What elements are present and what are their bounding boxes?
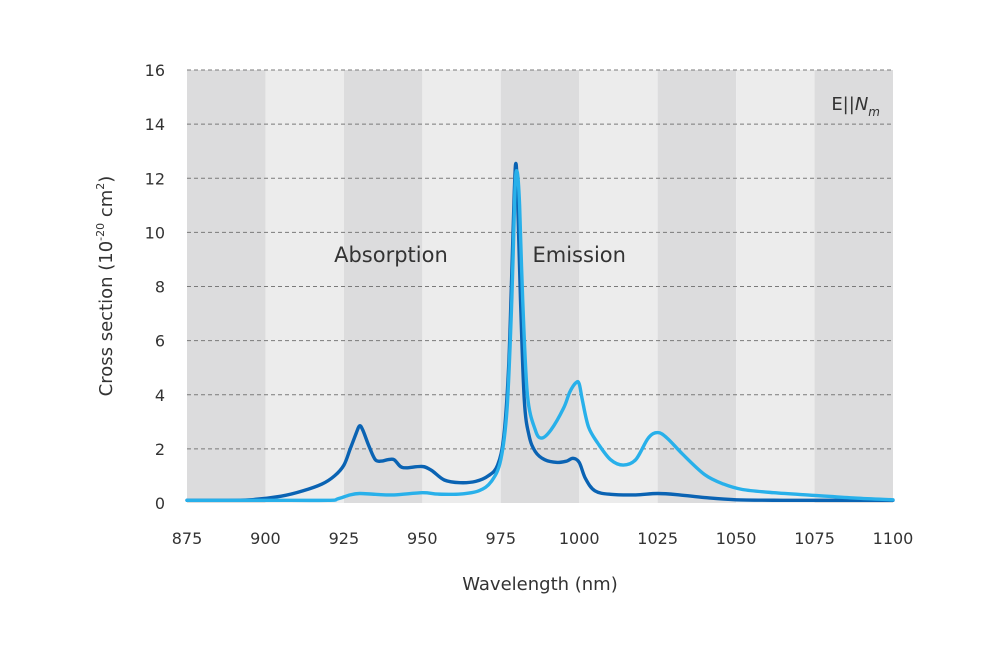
y-axis-title: Cross section (10-20 cm2) bbox=[94, 176, 117, 397]
x-tick-label: 1075 bbox=[794, 529, 835, 548]
y-axis-title-prefix: Cross section (10 bbox=[96, 241, 117, 397]
grid-lines bbox=[187, 69, 893, 450]
x-tick-label: 1100 bbox=[873, 529, 914, 548]
series-label-emission: Emission bbox=[533, 243, 626, 267]
y-tick-label: 16 bbox=[145, 61, 165, 80]
background-band bbox=[265, 70, 344, 503]
y-tick-label: 12 bbox=[145, 169, 165, 188]
series-layer bbox=[185, 161, 895, 503]
y-tick-label: 10 bbox=[145, 223, 165, 242]
x-tick-label: 900 bbox=[250, 529, 281, 548]
y-axis-title-suffix: ) bbox=[96, 176, 117, 183]
y-axis-title-exponent: -20 bbox=[94, 223, 107, 241]
x-tick-label: 925 bbox=[329, 529, 360, 548]
x-tick-label: 950 bbox=[407, 529, 438, 548]
y-axis-ticks: 0 2 4 6 8 10 12 14 16 bbox=[145, 61, 165, 513]
y-axis-title-middle: cm bbox=[96, 190, 117, 223]
x-axis-title: Wavelength (nm) bbox=[462, 574, 618, 595]
y-tick-label: 4 bbox=[155, 386, 165, 405]
y-tick-label: 8 bbox=[155, 278, 165, 297]
series-labels: Absorption Emission bbox=[334, 243, 626, 267]
x-tick-label: 975 bbox=[486, 529, 517, 548]
x-axis-ticks: 875 900 925 950 975 1000 1025 1050 1075 1100 bbox=[172, 529, 914, 548]
y-axis-title-unit-exponent: 2 bbox=[94, 183, 107, 190]
polarization-label-subscript: m bbox=[868, 105, 880, 119]
y-tick-label: 0 bbox=[155, 494, 165, 513]
y-tick-label: 6 bbox=[155, 332, 165, 351]
x-tick-label: 1050 bbox=[716, 529, 757, 548]
x-tick-label: 1025 bbox=[637, 529, 678, 548]
y-tick-label: 2 bbox=[155, 440, 165, 459]
x-tick-label: 875 bbox=[172, 529, 203, 548]
x-tick-label: 1000 bbox=[559, 529, 600, 548]
y-tick-label: 14 bbox=[145, 115, 165, 134]
polarization-label-symbol: N bbox=[855, 94, 868, 115]
polarization-label: E||Nm bbox=[831, 94, 880, 119]
series-label-absorption: Absorption bbox=[334, 243, 448, 267]
polarization-label-base: E|| bbox=[831, 94, 855, 115]
series-line-emission bbox=[185, 168, 895, 503]
